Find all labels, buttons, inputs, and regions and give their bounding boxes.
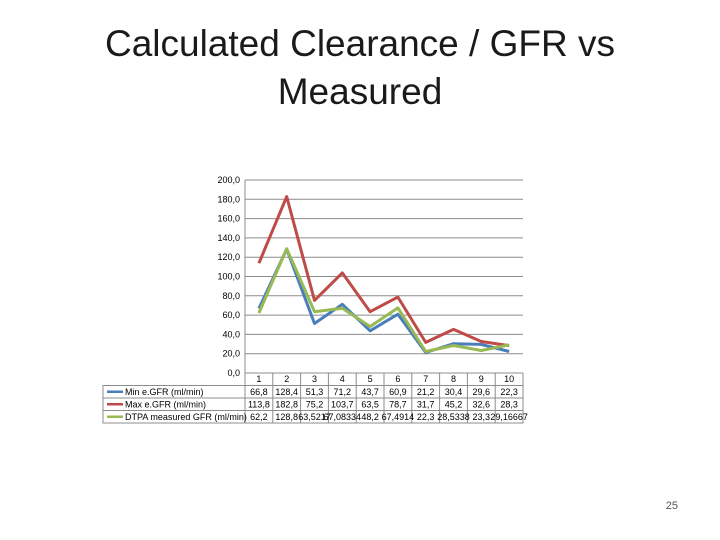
y-tick-label: 120,0 (217, 252, 240, 262)
data-value-label: 63,5 (361, 400, 379, 410)
y-tick-label: 20,0 (222, 349, 240, 359)
y-tick-label: 200,0 (217, 175, 240, 185)
data-value-label: 182,8 (275, 400, 298, 410)
legend-label-1: Min e.GFR (ml/min) (125, 387, 204, 397)
series-line-1 (257, 247, 510, 354)
data-value-label: 67,4914 (382, 412, 415, 422)
chart-data-table: 1 2 3 4 5 6 7 8 9 10 Min e.GFR (ml/min) 66,8 128,4 51… (102, 373, 528, 424)
x-category-label: 8 (451, 374, 456, 384)
slide-title-line-2: Measured (277, 71, 443, 112)
data-value-label: 21,2 (417, 387, 435, 397)
data-value-label: 78,7 (389, 400, 407, 410)
legend-label-3: DTPA measured GFR (ml/min) (125, 412, 247, 422)
x-category-label: 6 (395, 374, 400, 384)
x-category-label: 10 (504, 374, 514, 384)
data-value-label: 48,2 (361, 412, 379, 422)
data-value-label: 30,4 (445, 387, 463, 397)
data-value-label: 66,8 (250, 387, 268, 397)
data-value-label: 128,4 (275, 387, 298, 397)
y-tick-label: 180,0 (217, 194, 240, 204)
slide-title-line-1: Calculated Clearance / GFR vs (105, 23, 615, 64)
series-line-3 (257, 247, 510, 353)
series-line-2 (257, 195, 510, 348)
data-value-label: 62,2 (250, 412, 268, 422)
data-value-label: 31,7 (417, 400, 435, 410)
chart-series (257, 195, 510, 354)
data-value-label: 128,8 (275, 412, 298, 422)
data-value-label: 32,6 (473, 400, 491, 410)
legend-label-2: Max e.GFR (ml/min) (125, 400, 206, 410)
data-value-label: 23,3 (473, 412, 491, 422)
x-category-label: 1 (256, 374, 261, 384)
data-value-label: 22,3 (500, 387, 518, 397)
chart-axes: 0,0 20,0 40,0 60,0 80,0 100,0 120,0 140,0 160,0 1… (217, 175, 246, 378)
data-value-label: 113,8 (248, 400, 270, 410)
y-tick-label: 140,0 (217, 233, 240, 243)
data-value-label: 75,2 (306, 400, 324, 410)
data-value-label: 22,3 (417, 412, 435, 422)
data-value-label: 28,3 (500, 400, 518, 410)
y-tick-label: 80,0 (222, 291, 240, 301)
data-value-label: 45,2 (445, 400, 463, 410)
y-tick-label: 100,0 (217, 272, 240, 282)
data-value-label: 43,7 (361, 387, 379, 397)
x-category-label: 9 (479, 374, 484, 384)
page-number: 25 (665, 500, 678, 512)
x-category-label: 4 (340, 374, 345, 384)
data-value-label: 51,3 (306, 387, 324, 397)
data-value-label: 67,08334 (324, 412, 362, 422)
y-tick-label: 60,0 (222, 310, 240, 320)
data-value-label: 63,5217 (298, 412, 331, 422)
data-value-label: 71,2 (334, 387, 352, 397)
data-value-label: 29,16667 (490, 412, 528, 422)
x-category-label: 3 (312, 374, 317, 384)
data-value-label: 103,7 (331, 400, 354, 410)
x-category-label: 5 (368, 374, 373, 384)
y-tick-label: 160,0 (217, 214, 240, 224)
slide-title: Calculated Clearance / GFR vs Measured (60, 20, 660, 116)
x-category-label: 2 (284, 374, 289, 384)
x-category-label: 7 (423, 374, 428, 384)
chart-gridlines (245, 179, 523, 374)
data-value-label: 60,9 (389, 387, 407, 397)
data-value-label: 28,5338 (437, 412, 470, 422)
y-tick-label: 40,0 (222, 329, 240, 339)
data-value-label: 29,6 (473, 387, 491, 397)
y-tick-label: 0,0 (227, 368, 240, 378)
